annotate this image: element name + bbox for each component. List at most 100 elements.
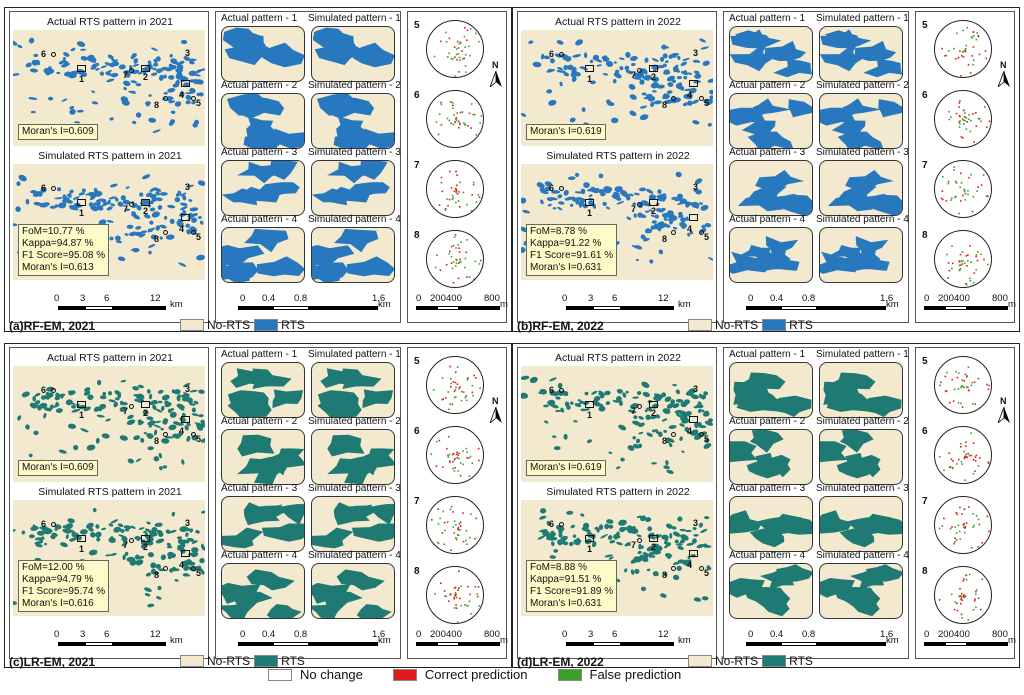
- simulated-pattern-title: Simulated pattern - 2: [816, 416, 909, 427]
- site-markers: 1 2 3 4 5 6 7 8: [521, 366, 713, 482]
- actual-pattern-map: [221, 563, 305, 619]
- scale-tick: 800: [484, 629, 500, 640]
- simulated-map-title: Simulated RTS pattern in 2022: [546, 150, 690, 162]
- region-maps: Actual RTS pattern in 2022 1 2 3 4 5 6 7 8 Moran…: [517, 11, 717, 323]
- actual-pattern-title: Actual pattern - 3: [729, 147, 806, 158]
- site-label: 6: [41, 49, 47, 59]
- false-swatch: [557, 668, 582, 681]
- scale-unit: km: [170, 299, 183, 310]
- no-rts-label: No-RTS: [715, 654, 759, 668]
- actual-pattern-map: [729, 496, 813, 552]
- actual-pattern-title: Actual pattern - 1: [221, 13, 298, 24]
- no-rts-swatch: [180, 319, 204, 331]
- site-label: 2: [143, 72, 149, 82]
- scale-unit: m: [500, 635, 508, 646]
- site-circle: [637, 68, 642, 73]
- site-label: 3: [185, 518, 191, 528]
- actual-pattern-map: [729, 563, 813, 619]
- scale-tick: 800: [992, 293, 1008, 304]
- north-arrow-icon: N: [998, 60, 1010, 87]
- site-circle: [637, 538, 642, 543]
- north-arrow-icon: N: [998, 396, 1010, 423]
- rts-legend: No-RTS RTS: [688, 654, 813, 668]
- rts-label: RTS: [789, 318, 813, 332]
- no-change-label: No change: [300, 667, 363, 682]
- f1-value: F1 Score=91.61 %: [530, 250, 614, 261]
- site-box: [141, 199, 150, 206]
- change-circles: 5 6 7 8 N 0 200 400 800 m: [407, 347, 508, 659]
- f1-value: F1 Score=95.74 %: [22, 586, 106, 597]
- fom-value: FoM=8.78 %: [530, 226, 587, 237]
- site-circle: [129, 404, 134, 409]
- site-label: 2: [651, 542, 657, 552]
- site-label: 1: [79, 208, 85, 218]
- actual-map-title: Actual RTS pattern in 2021: [47, 16, 173, 28]
- change-circles: 5 6 7 8 N 0 200 400 800 m: [915, 11, 1016, 323]
- site-label: 5: [704, 434, 710, 444]
- site-circle: [191, 432, 196, 437]
- actual-map: 1 2 3 4 5 6 7 8 Moran's I=0.609: [13, 366, 205, 482]
- change-circle: [934, 356, 992, 414]
- scale-unit: km: [678, 299, 691, 310]
- site-box: [585, 65, 594, 72]
- circle-number: 8: [922, 230, 928, 241]
- scale-tick: 0: [748, 629, 754, 640]
- site-circle: [559, 388, 564, 393]
- scale-tick: 0: [240, 293, 246, 304]
- site-markers: 1 2 3 4 5 6 7 8: [13, 366, 205, 482]
- site-circle: [699, 230, 704, 235]
- site-circle: [129, 68, 134, 73]
- actual-pattern-map: [729, 362, 813, 418]
- site-circle: [671, 230, 676, 235]
- actual-pattern-map: [221, 429, 305, 485]
- site-box: [689, 416, 698, 423]
- site-circle: [191, 566, 196, 571]
- simulated-map: 1 2 3 4 5 6 7 8 FoM=10.77 % Kappa=94.87 % F1 Sc…: [13, 164, 205, 280]
- site-box: [141, 65, 150, 72]
- site-label: 6: [41, 385, 47, 395]
- moran-actual: Moran's I=0.609: [18, 124, 98, 140]
- scale-tick: 1.6: [880, 629, 894, 640]
- actual-pattern-map: [729, 160, 813, 216]
- zoom-patterns: Actual pattern - 1 Simulated pattern - 1 A…: [723, 11, 909, 323]
- site-circle: [559, 186, 564, 191]
- no-rts-swatch: [180, 655, 204, 667]
- site-label: 4: [179, 90, 185, 100]
- zoom-patterns: Actual pattern - 1 Simulated pattern - 1 A…: [723, 347, 909, 659]
- simulated-pattern-title: Simulated pattern - 2: [308, 416, 401, 427]
- actual-pattern-title: Actual pattern - 2: [221, 80, 298, 91]
- scale-tick: 3: [80, 629, 86, 640]
- kappa-value: Kappa=91.22 %: [530, 238, 602, 249]
- scale-tick: 3: [588, 293, 594, 304]
- scale-tick: 0.4: [262, 293, 276, 304]
- change-legend: No change Correct prediction False predi…: [268, 667, 711, 682]
- north-label: N: [492, 60, 499, 70]
- panel-label: (d)LR-EM, 2022: [517, 655, 604, 669]
- scale-tick: 0.4: [262, 629, 276, 640]
- site-label: 7: [631, 204, 637, 214]
- site-label: 2: [143, 408, 149, 418]
- actual-pattern-title: Actual pattern - 3: [729, 483, 806, 494]
- correct-label: Correct prediction: [424, 667, 528, 682]
- simulated-pattern-map: [819, 362, 903, 418]
- moran-sim-value: Moran's I=0.613: [22, 262, 94, 273]
- scale-tick: 0: [748, 293, 754, 304]
- site-box: [649, 535, 658, 542]
- site-circle: [191, 230, 196, 235]
- simulated-pattern-map: [819, 227, 903, 283]
- circle-number: 7: [922, 160, 928, 171]
- scale-tick: 0.8: [294, 293, 308, 304]
- circle-number: 6: [414, 426, 420, 437]
- site-box: [689, 550, 698, 557]
- change-circle: [934, 496, 992, 554]
- site-label: 4: [179, 224, 185, 234]
- circle-number: 8: [922, 566, 928, 577]
- site-box: [689, 80, 698, 87]
- scale-tick: 200: [430, 629, 446, 640]
- change-circle: [426, 426, 484, 484]
- site-markers: 1 2 3 4 5 6 7 8: [13, 30, 205, 146]
- site-label: 4: [687, 224, 693, 234]
- circle-number: 7: [922, 496, 928, 507]
- site-markers: 1 2 3 4 5 6 7 8: [521, 164, 713, 280]
- panel-label: (b)RF-EM, 2022: [517, 319, 604, 333]
